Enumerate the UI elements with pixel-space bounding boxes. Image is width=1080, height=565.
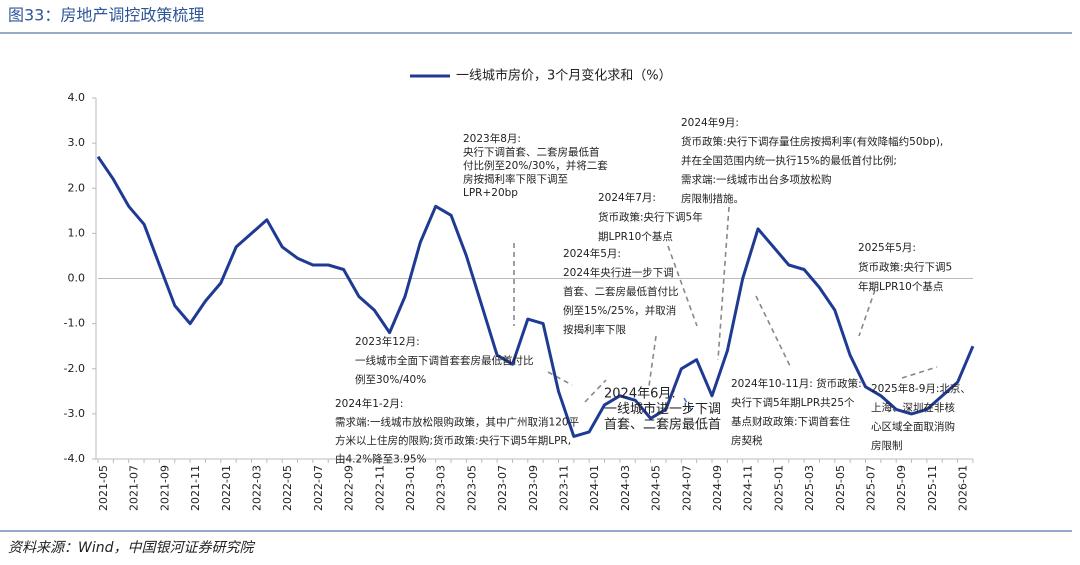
x-tick-label: 2022-09 [343,465,356,511]
y-tick-label: 0.0 [68,272,86,285]
annotation-line: 2024年9月: [681,116,739,129]
x-tick-label: 2024-09 [711,465,724,511]
annotation: 2024年9月: 货币政策:央行下调存量住房按揭利率(有效降幅约50bp), 并在全… [681,116,943,205]
annotation-line: 央行下调5年期LPR共25个 [731,396,855,409]
annotation-line: 房限制措施。 [681,192,744,205]
x-tick-label: 2024-05 [650,465,663,511]
annotation-line: LPR+20bp [463,187,518,199]
annotation-line: 首套、二套房最低首付比 [563,285,679,298]
annotation-line: 2024年5月: [563,247,621,260]
annotation-line: 2025年8-9月:北京、 [871,382,971,395]
annotation-line: 并在全国范围内统一执行15%的最低首付比例; [681,154,897,167]
source: 资料来源：Wind，中国银河证券研究院 [8,540,255,556]
x-tick-label: 2021-05 [97,465,110,511]
annotation: 2025年5月: 货币政策:央行下调5 年期LPR10个基点 [858,241,952,293]
x-tick-label: 2023-11 [558,465,571,511]
x-tick-label: 2023-05 [465,465,478,511]
annotation-line: 需求端:一线城市放松限购政策，其中广州取消120平 [335,416,579,429]
legend-label: 一线城市房价，3个月变化求和（%） [456,68,672,84]
annotation-line: 基点财政政策:下调首套住 [731,415,851,428]
x-tick-label: 2025-07 [865,465,878,511]
x-tick-label: 2024-11 [742,465,755,511]
x-tick-label: 2024-01 [588,465,601,511]
figure-title: 图33：房地产调控政策梳理 [8,6,204,25]
annotation-line: 年期LPR10个基点 [858,280,943,293]
x-tick-label: 2022-07 [312,465,325,511]
annotation-line: 2024年1-2月: [335,397,403,410]
connectors [513,206,938,414]
y-tick-label: -2.0 [64,362,85,375]
x-tick-label: 2024-07 [680,465,693,511]
x-tick-label: 2026-01 [957,465,970,511]
y-tick-label: 3.0 [68,136,86,149]
annotation-line: 房按揭利率下限下调至 [463,173,568,186]
annotation-line: 由4.2%降至3.95% [335,453,427,466]
x-tick-label: 2022-05 [281,465,294,511]
x-tick-label: 2025-03 [803,465,816,511]
annotation-line: 货币政策:央行下调5 [858,261,952,274]
annotation: 2024年5月: 2024年央行进一步下调首套、二套房最低首付比例至15%/25%… [563,247,679,336]
annotation: 2023年8月:央行下调首套、二套房最低首付比例至20%/30%，并将二套房按揭… [463,132,608,199]
x-tick-label: 2024-03 [619,465,632,511]
annotation: 2024年10-11月: 货币政策: 央行下调5年期LPR共25个基点财政政策:下… [731,377,862,447]
annotation: 2024年1-2月: 需求端:一线城市放松限购政策，其中广州取消120平方米以上住… [335,397,579,466]
annotation-line: 2023年12月: [355,335,420,348]
annotation-line: 期LPR10个基点 [598,230,673,243]
annotation-line: 上海、深圳在非核 [871,401,955,414]
y-tick-label: 1.0 [68,226,86,239]
series-line [96,155,975,438]
x-tick-label: 2025-09 [895,465,908,511]
annotation-line: 付比例至20%/30%，并将二套 [463,159,608,172]
x-tick-label: 2025-11 [926,465,939,511]
x-tick-label: 2023-07 [496,465,509,511]
y-tick-label: 4.0 [68,91,86,104]
x-tick-label: 2021-11 [189,465,202,511]
annotation-line: 一线城市进一步下调 [604,401,721,417]
annotation-line: 房契税 [731,434,763,447]
x-tick-label: 2022-11 [373,465,386,511]
annotation-line: 2023年8月: [463,132,521,145]
x-tick-label: 2025-05 [834,465,847,511]
y-tick-label: -4.0 [64,452,85,465]
x-tick-label: 2022-01 [220,465,233,511]
annotation-line: 2025年5月: [858,241,916,254]
x-tick-label: 2025-01 [772,465,785,511]
annotation-line: 例至30%/40% [355,373,426,386]
annotation-line: 房限制 [871,439,903,452]
annotation-line: 货币政策:央行下调存量住房按揭利率(有效降幅约50bp), [681,135,943,148]
annotation-line: 方米以上住房的限购;货币政策:央行下调5年期LPR, [335,434,571,447]
annotation-line: 需求端:一线城市出台多项放松购 [681,173,832,186]
y-tick-label: 2.0 [68,181,86,194]
annotation-line: 2024年6月: [604,387,676,402]
annotation-line: 2024年央行进一步下调 [563,266,674,279]
y-tick-label: -3.0 [64,407,85,420]
y-tick-label: -1.0 [64,317,85,330]
annotation-line: 一线城市全面下调首套套房最低首付比 [355,354,534,367]
x-tick-label: 2022-03 [251,465,264,511]
annotation-line: 2024年7月: [598,191,656,204]
x-tick-label: 2023-09 [527,465,540,511]
annotation-line: 例至15%/25%，并取消 [563,304,676,317]
x-tick-label: 2023-01 [404,465,417,511]
annotation-line: 2024年10-11月: 货币政策: [731,377,862,390]
x-tick-label: 2021-09 [158,465,171,511]
annotation-line: 首套、二套房最低首 [604,417,721,433]
annotation-line: 货币政策:央行下调5年 [598,211,703,224]
annotation-line: 按揭利率下限 [563,323,626,336]
x-tick-label: 2023-03 [435,465,448,511]
annotation-line: 心区域全面取消购 [871,420,955,433]
x-tick-label: 2021-07 [128,465,141,511]
annotation-line: 央行下调首套、二套房最低首 [463,146,600,159]
